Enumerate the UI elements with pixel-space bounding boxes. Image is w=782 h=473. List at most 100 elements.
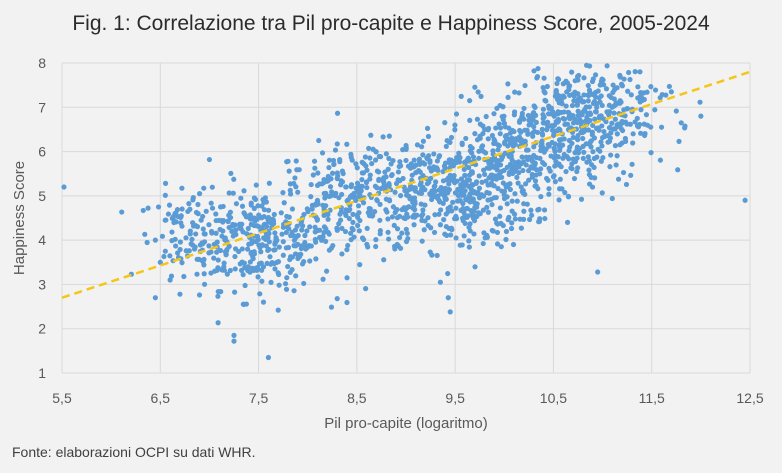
scatter-point xyxy=(611,110,617,116)
scatter-point xyxy=(643,112,650,118)
scatter-point xyxy=(259,242,265,248)
scatter-point xyxy=(615,121,622,127)
scatter-point xyxy=(173,243,179,249)
scatter-point xyxy=(444,232,450,239)
scatter-point xyxy=(501,196,508,202)
scatter-point xyxy=(446,181,452,187)
scatter-point xyxy=(586,87,593,93)
scatter-point xyxy=(575,77,581,83)
scatter-point xyxy=(698,113,704,119)
scatter-point xyxy=(281,200,287,206)
scatter-point xyxy=(531,103,537,109)
scatter-point xyxy=(503,236,509,243)
scatter-point xyxy=(519,115,525,121)
scatter-point xyxy=(334,227,340,233)
scatter-point xyxy=(403,157,409,164)
scatter-point xyxy=(190,195,196,201)
scatter-point xyxy=(432,188,438,194)
scatter-point xyxy=(607,135,613,141)
scatter-point xyxy=(600,77,606,83)
scatter-point xyxy=(485,209,491,215)
scatter-point xyxy=(197,191,203,197)
scatter-point xyxy=(553,159,559,165)
scatter-point xyxy=(585,98,591,104)
scatter-point xyxy=(358,183,364,189)
scatter-point xyxy=(391,222,397,229)
scatter-point xyxy=(177,239,183,245)
scatter-point xyxy=(311,158,318,164)
scatter-point xyxy=(456,150,462,156)
scatter-point xyxy=(567,83,573,89)
scatter-point xyxy=(508,225,515,232)
scatter-point xyxy=(433,179,439,185)
scatter-point xyxy=(310,172,316,178)
scatter-point xyxy=(467,221,473,227)
scatter-point xyxy=(587,117,593,124)
scatter-point xyxy=(494,241,501,247)
scatter-point xyxy=(363,179,370,186)
scatter-point xyxy=(258,249,264,255)
scatter-point xyxy=(556,93,562,99)
scatter-point xyxy=(609,195,615,202)
scatter-point xyxy=(342,228,349,235)
scatter-point xyxy=(255,203,261,209)
scatter-point xyxy=(510,241,517,248)
scatter-point xyxy=(433,166,439,172)
scatter-point xyxy=(337,157,343,163)
scatter-point xyxy=(580,155,586,162)
scatter-point xyxy=(592,109,599,115)
scatter-point xyxy=(271,211,277,218)
scatter-point xyxy=(458,93,464,99)
scatter-point xyxy=(552,163,558,169)
scatter-point xyxy=(583,141,589,147)
scatter-point xyxy=(249,238,255,244)
scatter-point xyxy=(626,69,632,76)
scatter-point xyxy=(262,196,268,202)
scatter-point xyxy=(455,193,462,199)
scatter-point xyxy=(295,252,301,258)
scatter-point xyxy=(504,164,510,170)
scatter-point xyxy=(418,179,424,186)
scatter-point xyxy=(583,62,590,68)
scatter-point xyxy=(331,161,337,168)
scatter-point xyxy=(304,228,310,234)
scatter-point xyxy=(354,165,360,171)
scatter-point xyxy=(518,136,524,143)
scatter-point xyxy=(467,143,474,150)
scatter-point xyxy=(283,229,290,235)
scatter-point xyxy=(367,172,373,178)
scatter-point xyxy=(641,96,647,103)
scatter-point xyxy=(440,189,446,196)
scatter-point xyxy=(447,309,453,315)
scatter-point xyxy=(445,270,451,277)
scatter-point xyxy=(611,86,618,93)
scatter-point xyxy=(239,246,245,252)
scatter-point xyxy=(416,190,422,196)
scatter-point xyxy=(412,185,418,191)
scatter-point xyxy=(162,192,168,198)
scatter-point xyxy=(589,78,596,85)
scatter-point xyxy=(467,148,473,154)
scatter-point xyxy=(403,226,409,232)
scatter-point xyxy=(327,207,333,213)
scatter-point xyxy=(240,272,246,278)
scatter-point xyxy=(442,165,448,171)
scatter-point xyxy=(497,213,503,219)
scatter-point xyxy=(377,201,383,207)
scatter-point xyxy=(476,185,483,191)
scatter-point xyxy=(575,165,581,171)
scatter-point xyxy=(344,275,350,281)
x-axis-ticks: 5,5 6,5 7,5 8,5 9,5 10,5 11,5 12,5 xyxy=(52,390,764,406)
scatter-point xyxy=(333,190,339,196)
scatter-point xyxy=(334,141,340,147)
scatter-point xyxy=(421,227,427,233)
scatter-point xyxy=(359,170,365,176)
scatter-point xyxy=(307,224,313,230)
scatter-point xyxy=(221,260,227,266)
scatter-point xyxy=(412,207,418,213)
scatter-point xyxy=(505,94,511,100)
scatter-point xyxy=(299,227,305,233)
scatter-point xyxy=(280,190,286,196)
scatter-point xyxy=(569,69,575,75)
scatter-point xyxy=(406,193,412,199)
